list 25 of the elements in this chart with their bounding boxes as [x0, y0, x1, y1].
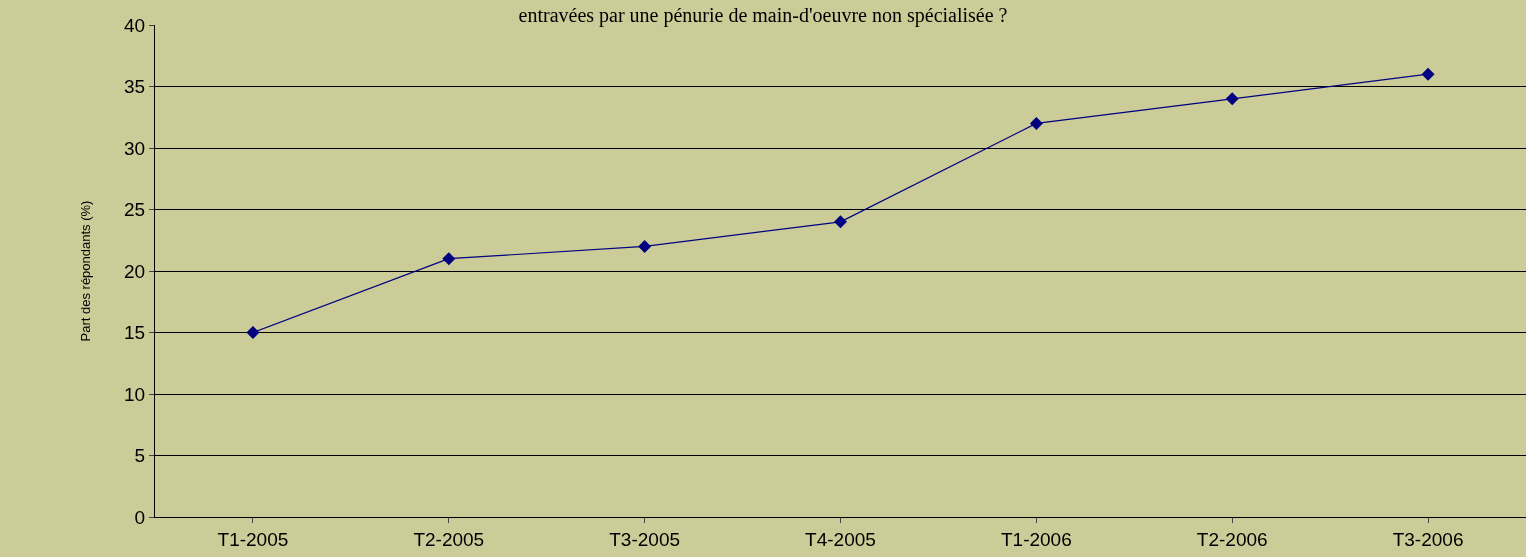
- x-tick-label: T4-2005: [805, 528, 876, 550]
- point: [1421, 67, 1435, 81]
- x-tick-label: T1-2006: [1000, 528, 1072, 550]
- y-tick-label: 35: [124, 76, 146, 98]
- y-tick-label: 15: [124, 322, 146, 344]
- point: [638, 239, 652, 253]
- point: [442, 252, 456, 266]
- x-tick-label: T3-2005: [609, 528, 681, 550]
- point: [1029, 116, 1043, 130]
- y-tick-label: 20: [124, 260, 146, 282]
- y-tick-label: 5: [134, 445, 146, 467]
- y-tick-label: 40: [124, 14, 146, 36]
- point: [1225, 92, 1239, 106]
- y-tick-label: 30: [124, 137, 146, 159]
- point: [246, 326, 260, 339]
- x-tick-label: T3-2006: [1392, 528, 1464, 550]
- x-tick-label: T2-2006: [1196, 528, 1268, 550]
- y-axis-title: Part des répondants (%): [78, 200, 94, 342]
- chart-title: entravées par une pénurie de main-d'oeuvre non spécialisée ?: [518, 4, 1008, 28]
- y-tick-label: 0: [134, 506, 146, 528]
- x-tick-label: T1-2005: [217, 528, 289, 550]
- x-tick-label: T2-2005: [413, 528, 485, 550]
- y-tick-label: 10: [124, 383, 146, 405]
- y-tick-label: 25: [124, 199, 146, 221]
- point: [834, 215, 847, 229]
